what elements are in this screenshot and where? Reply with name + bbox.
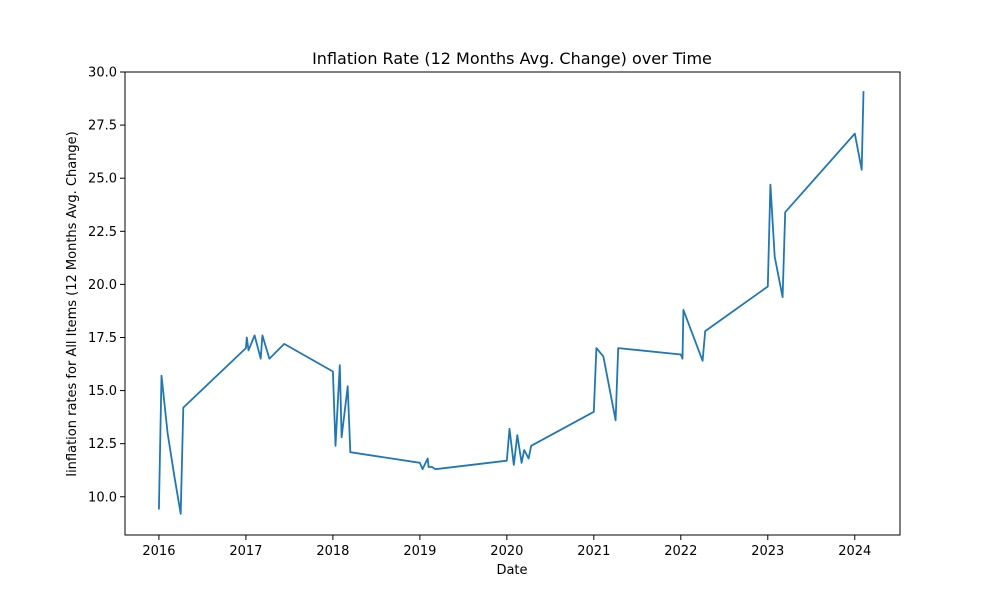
y-tick-label: 12.5 (88, 437, 117, 452)
x-tick-label: 2023 (751, 544, 784, 559)
x-tick-label: 2019 (403, 544, 436, 559)
y-axis-label: Iinflation rates for All Items (12 Month… (65, 131, 80, 477)
x-tick-label: 2017 (229, 544, 262, 559)
x-tick-label: 2021 (577, 544, 610, 559)
y-tick-label: 25.0 (88, 172, 117, 187)
y-tick-label: 30.0 (88, 66, 117, 81)
x-tick-label: 2024 (838, 544, 871, 559)
y-tick-label: 20.0 (88, 278, 117, 293)
y-tick-label: 22.5 (88, 225, 117, 240)
x-tick-label: 2020 (490, 544, 523, 559)
x-tick-label: 2016 (142, 544, 175, 559)
x-axis-label: Date (496, 563, 527, 578)
y-tick-label: 27.5 (88, 119, 117, 134)
plot-frame (124, 71, 901, 536)
y-axis: 10.0 12.5 15.0 17.5 20.0 22.5 25.0 27.5 30.0 (88, 66, 125, 505)
x-tick-label: 2022 (664, 544, 697, 559)
series-line (158, 91, 865, 515)
x-tick-label: 2018 (316, 544, 349, 559)
chart-title: Inflation Rate (12 Months Avg. Change) o… (312, 49, 712, 68)
y-tick-label: 10.0 (88, 490, 117, 505)
y-tick-label: 15.0 (88, 384, 117, 399)
y-tick-label: 17.5 (88, 331, 117, 346)
x-axis: 2016 2017 2018 2019 2020 2021 2022 2023 2024 (142, 535, 871, 559)
plot-area (158, 91, 865, 515)
